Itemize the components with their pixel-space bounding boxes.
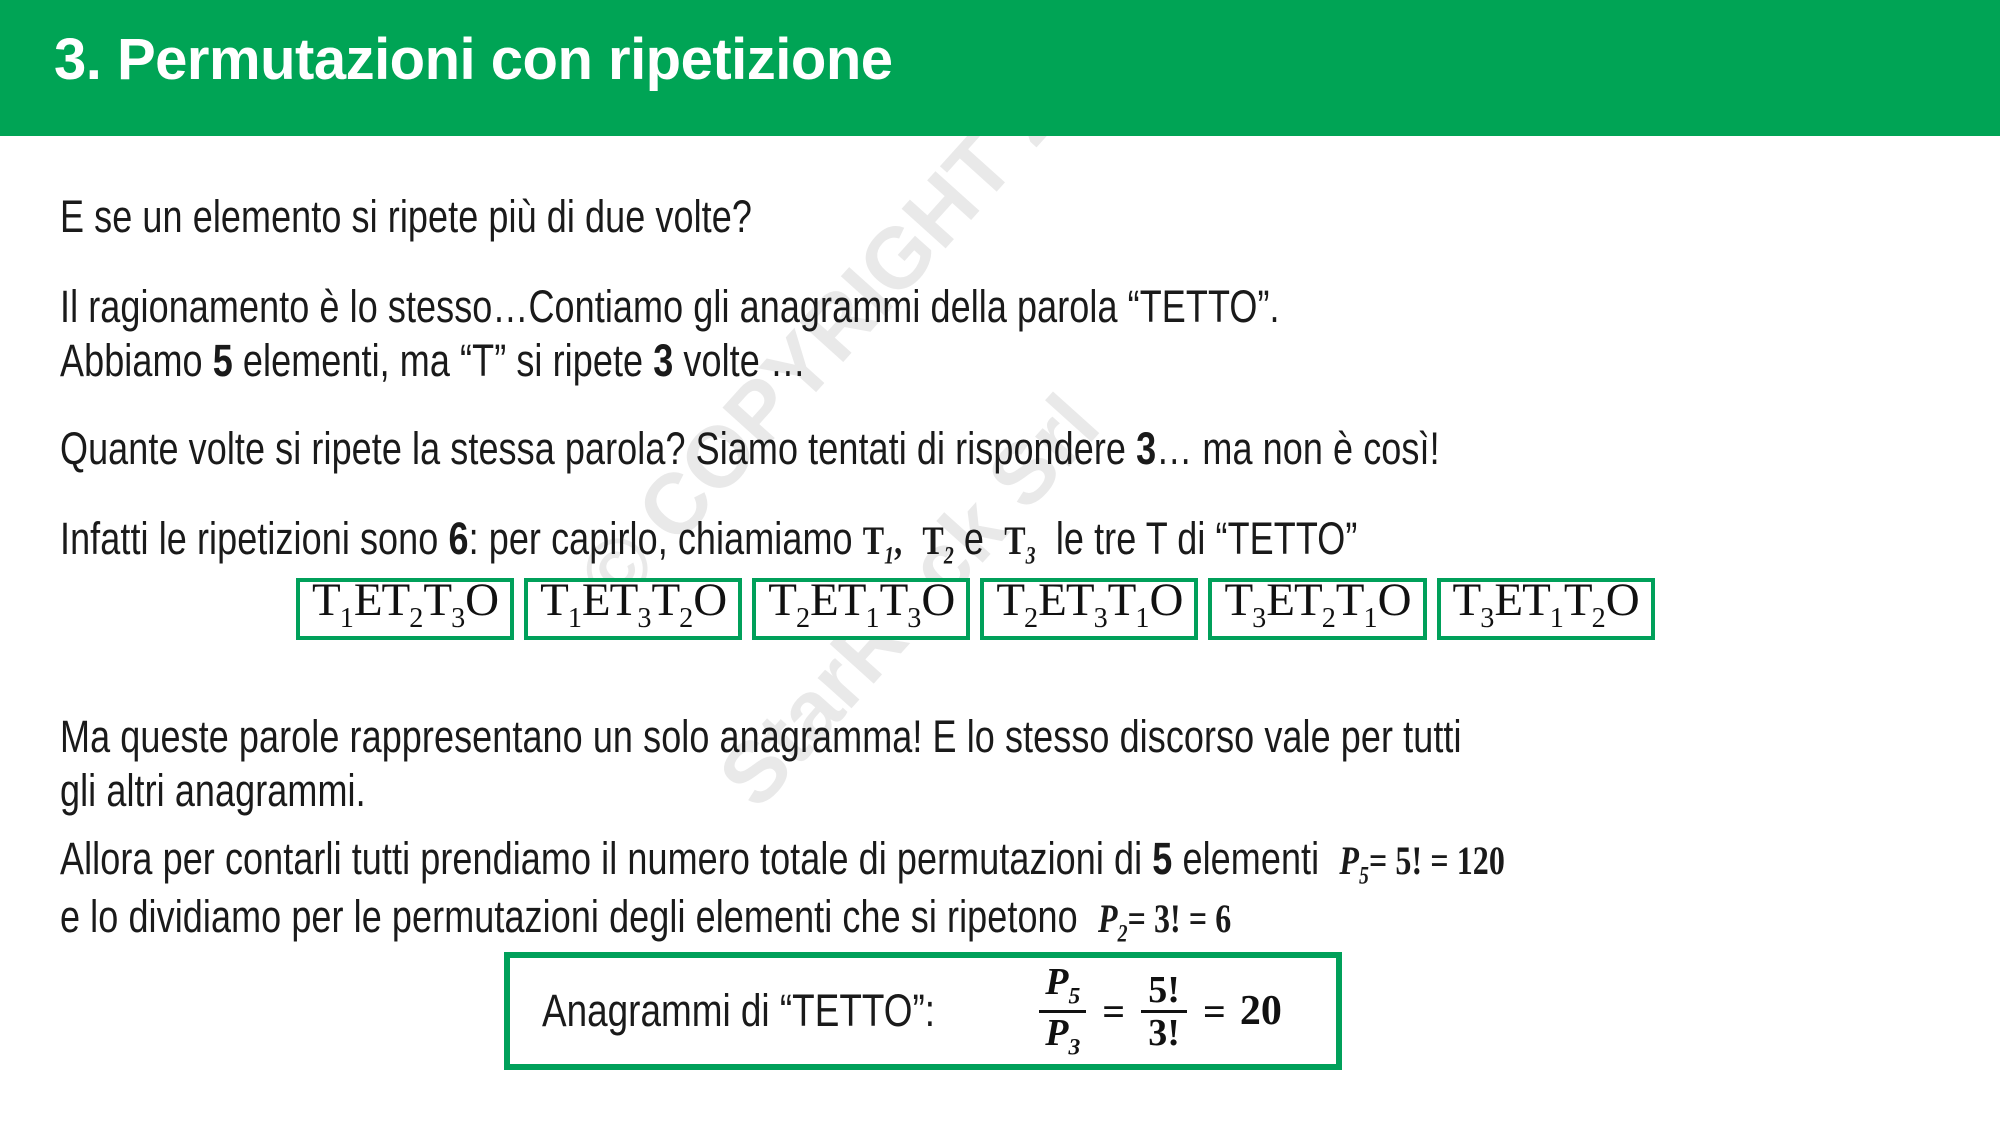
result-formula: P5 P3 = 5! 3! = 20 [1029,962,1282,1061]
text-segment: Abbiamo [60,335,213,386]
word-box: T3ET2T1O [1208,574,1427,640]
word-box-text: T1ET3T2O [540,574,727,635]
text-segment: e lo dividiamo per le permutazioni degli… [60,891,1078,942]
equals-sign-1: = [1102,988,1126,1034]
paragraph-elements-count: Abbiamo 5 elementi, ma “T” si ripete 3 v… [60,330,806,392]
text-segment: … ma non è così! [1156,423,1440,474]
text-segment: volte … [673,335,807,386]
equals-sign-2: = [1203,988,1226,1034]
math-comma: , [894,518,903,563]
math-p2-formula: P2 [1097,896,1128,948]
result-value: 20 [1239,988,1282,1034]
text-segment: le tre T di “TETTO” [1055,513,1358,564]
word-box: T1ET3T2O [524,574,743,640]
math-t1: T1 [862,518,895,570]
math-t2: T2 [922,518,954,570]
word-box-text: T1ET2T3O [312,574,499,635]
paragraph-reasoning: Il ragionamento è lo stesso…Contiamo gli… [60,281,1280,332]
word-box: T2ET1T3O [752,574,971,640]
text-segment: Infatti le ripetizioni sono [60,513,449,564]
text-segment: Allora per contarli tutti prendiamo il n… [60,833,1153,884]
text-segment: elementi, ma “T” si ripete [232,335,654,386]
math-p5-rest: = 5! = 120 [1369,838,1505,883]
text-segment: Quante volte si ripete la stessa parola?… [60,423,1137,474]
result-box: Anagrammi di “TETTO”: P5 P3 = 5! 3! = 20 [504,952,1342,1070]
word-box-text: T2ET1T3O [768,574,955,635]
word-box: T2ET3T1O [980,574,1199,640]
fraction-numerator: P5 [1045,960,1081,1009]
paragraph-how-many-times: Quante volte si ripete la stessa parola?… [60,418,1440,480]
paragraph-intro-question: E se un elemento si ripete più di due vo… [60,191,752,242]
word-box: T3ET1T2O [1436,574,1655,640]
paragraph-other-anagrams: gli altri anagrammi. [60,765,366,816]
slide-header: 3. Permutazioni con ripetizione [0,0,2000,136]
fraction-denominator: 3! [1148,1011,1180,1054]
number-5: 5 [212,335,233,386]
page-title: 3. Permutazioni con ripetizione [54,27,893,92]
math-t3: T3 [1004,518,1036,570]
number-6: 6 [448,513,469,564]
word-box-text: T3ET1T2O [1452,574,1640,635]
paragraph-repetitions: Infatti le ripetizioni sono 6: per capir… [60,508,1357,587]
fraction-5fact-over-3fact: 5! 3! [1141,968,1188,1054]
math-p5-formula: P5 [1339,838,1370,890]
text-segment: : per capirlo, chiamiamo [468,513,863,564]
math-p2-rest: = 3! = 6 [1127,896,1232,941]
number-3-inline: 3 [1136,423,1157,474]
word-box-text: T3ET2T1O [1224,574,1411,635]
fraction-bar [1039,1009,1087,1013]
paragraph-divide-repeats: e lo dividiamo per le permutazioni degli… [60,886,1231,965]
fraction-numerator: 5! [1148,968,1180,1011]
number-3: 3 [653,335,674,386]
paragraph-same-anagram: Ma queste parole rappresentano un solo a… [60,711,1462,762]
paragraph-total-permutations: Allora per contarli tutti prendiamo il n… [60,828,1505,907]
text-segment: elementi [1172,833,1320,884]
word-box-text: T2ET3T1O [996,574,1183,635]
word-box-row: T1ET2T3O T1ET3T2O T2ET1T3O T2ET3T1O T3ET… [296,574,1655,640]
number-5-inline: 5 [1152,833,1173,884]
fraction-bar [1141,1009,1188,1013]
result-label: Anagrammi di “TETTO”: [542,985,935,1036]
fraction-denominator: P3 [1045,1011,1081,1060]
fraction-p5-over-p3: P5 P3 [1039,960,1087,1061]
word-box: T1ET2T3O [296,574,515,640]
text-segment: e [963,513,985,564]
